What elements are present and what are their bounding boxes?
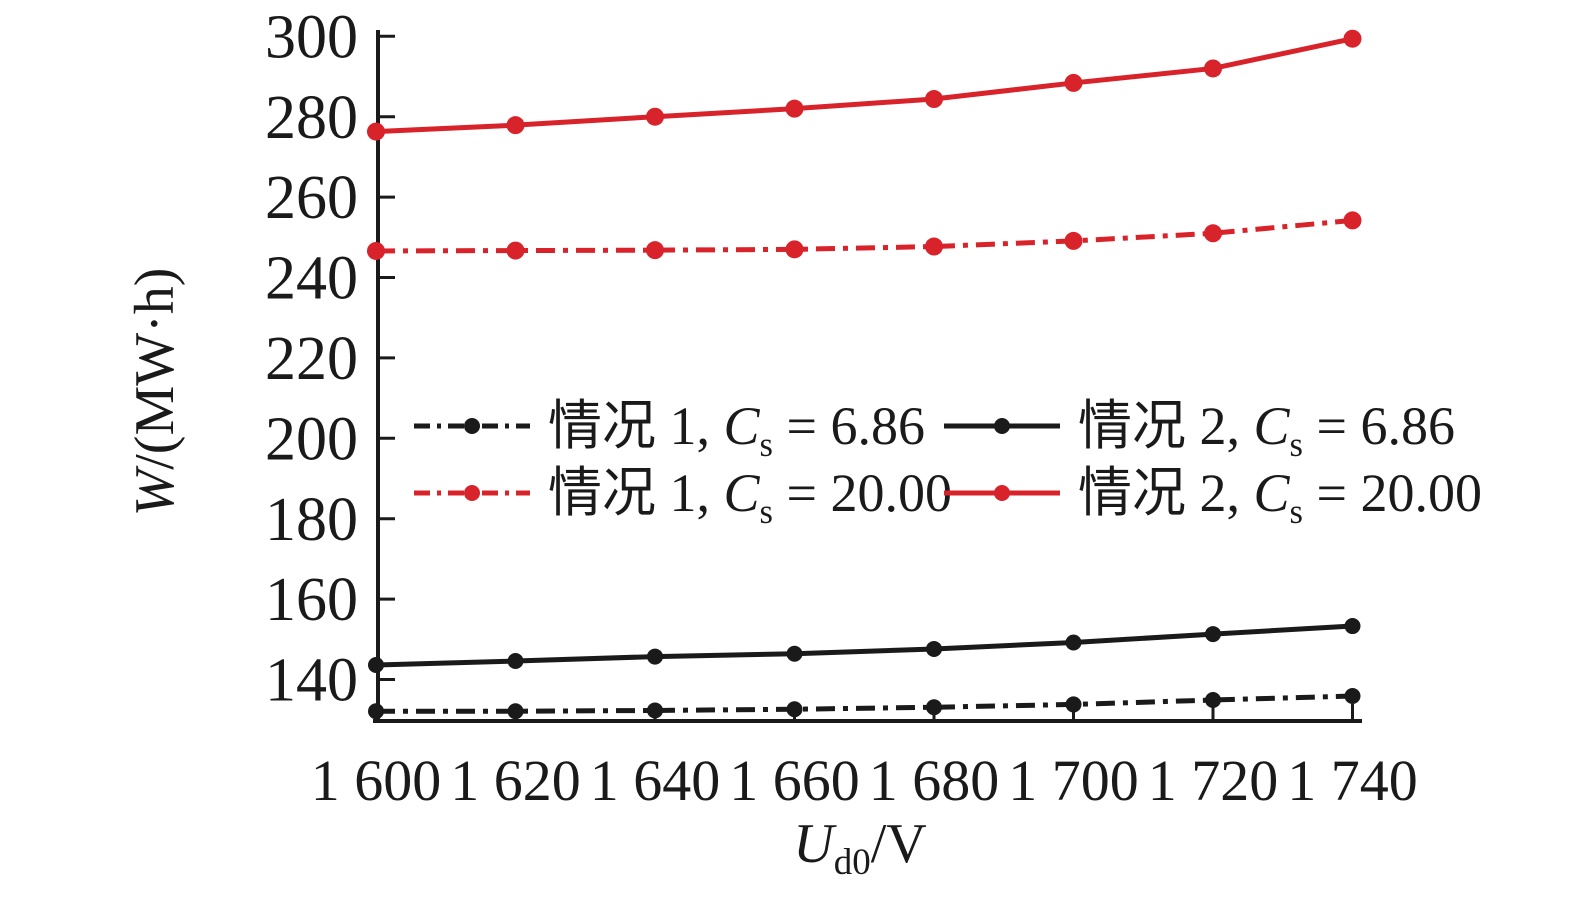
data-point-marker xyxy=(647,702,663,719)
data-point-marker xyxy=(1204,59,1222,78)
data-point-marker xyxy=(1343,211,1362,230)
data-point-marker xyxy=(647,648,663,665)
legend-c-subscript: s xyxy=(759,425,773,464)
legend-c-symbol: C xyxy=(1253,396,1290,456)
legend-line-sample-solid-red xyxy=(944,485,1060,501)
data-point-marker xyxy=(1344,687,1361,704)
data-point-marker xyxy=(786,701,803,718)
legend-line-sample-solid-black xyxy=(944,418,1060,434)
data-point-marker xyxy=(507,653,524,670)
legend-text: 情况 1, xyxy=(548,463,724,523)
legend-c-symbol: C xyxy=(723,396,760,456)
legend-sample-marker xyxy=(994,485,1010,501)
x-tick-label: 1 620 xyxy=(450,748,581,813)
y-tick-label: 180 xyxy=(265,486,358,554)
data-point-marker xyxy=(506,241,525,260)
legend-sample-marker xyxy=(464,485,480,501)
x-axis-units: /V xyxy=(870,813,927,875)
legend-sample-marker xyxy=(464,418,480,434)
x-tick-label: 1 720 xyxy=(1148,748,1279,813)
data-point-marker xyxy=(367,122,385,141)
legend-item-case2-cs-20.00: 情况 2, Cs = 20.00 xyxy=(942,463,1482,529)
legend-value: = 6.86 xyxy=(772,396,925,456)
series-line-red-solid xyxy=(375,36,1354,135)
legend-text: 情况 1, xyxy=(548,396,724,456)
axis-lines xyxy=(373,30,1362,723)
data-point-marker xyxy=(1344,618,1361,635)
y-tick-label: 200 xyxy=(265,405,358,473)
legend-c-symbol: C xyxy=(1253,463,1290,523)
y-tick-label: 300 xyxy=(265,3,358,71)
y-axis-title: W/(MW·h) xyxy=(123,268,187,517)
legend-text: 情况 2, xyxy=(1078,463,1254,523)
legend-item-case1-cs-6.86: 情况 1, Cs = 6.86 xyxy=(412,396,925,462)
data-point-marker xyxy=(1065,634,1082,651)
y-tick-label: 160 xyxy=(265,566,358,634)
data-point-marker xyxy=(1065,696,1082,713)
data-point-marker xyxy=(926,640,942,657)
legend-label: 情况 1, Cs = 20.00 xyxy=(548,463,952,529)
x-tick-label: 1 700 xyxy=(1008,748,1139,813)
data-point-marker xyxy=(1343,29,1362,48)
data-point-marker xyxy=(1064,231,1083,250)
x-tick-label: 1 600 xyxy=(311,748,442,813)
legend-c-subscript: s xyxy=(1289,492,1303,531)
legend-line-sample-dashdot-black xyxy=(414,418,530,434)
legend-line-sample-dashdot-red xyxy=(414,485,530,501)
legend-sample-marker xyxy=(994,418,1010,434)
data-point-marker xyxy=(368,657,384,674)
legend-c-subscript: s xyxy=(759,492,773,531)
y-axis-units: /(MW·h) xyxy=(124,267,186,470)
y-tick-label: 220 xyxy=(265,325,358,393)
legend-value: = 20.00 xyxy=(1302,463,1482,523)
legend-label: 情况 2, Cs = 6.86 xyxy=(1078,396,1455,462)
x-tick-label: 1 740 xyxy=(1287,748,1418,813)
series-line-black-dashdot xyxy=(376,693,1353,714)
data-point-marker xyxy=(1205,692,1221,709)
data-point-marker xyxy=(1204,224,1222,243)
data-point-marker xyxy=(1205,626,1221,643)
data-point-marker xyxy=(646,241,664,260)
x-tick-label: 1 680 xyxy=(869,748,1000,813)
y-axis-variable: W xyxy=(124,469,186,517)
data-point-marker xyxy=(507,703,524,720)
legend-label: 情况 1, Cs = 6.86 xyxy=(548,396,925,462)
data-point-marker xyxy=(367,241,385,260)
y-tick-label: 140 xyxy=(265,647,358,715)
x-tick-label: 1 640 xyxy=(590,748,721,813)
legend-label: 情况 2, Cs = 20.00 xyxy=(1078,463,1482,529)
y-tick-label: 280 xyxy=(265,84,358,152)
data-point-marker xyxy=(786,645,803,662)
data-point-marker xyxy=(925,237,943,256)
series-line-red-dashdot xyxy=(375,217,1353,254)
data-point-marker xyxy=(368,703,384,720)
data-point-marker xyxy=(1064,73,1083,92)
legend-item-case2-cs-6.86: 情况 2, Cs = 6.86 xyxy=(942,396,1455,462)
x-axis-variable: U xyxy=(793,813,834,875)
legend-value: = 6.86 xyxy=(1302,396,1455,456)
x-axis-title: Ud0/V xyxy=(610,812,1110,880)
data-point-marker xyxy=(925,90,943,109)
legend-text: 情况 2, xyxy=(1078,396,1254,456)
legend-c-symbol: C xyxy=(723,463,760,523)
legend-value: = 20.00 xyxy=(772,463,952,523)
x-tick-label: 1 660 xyxy=(729,748,860,813)
data-point-marker xyxy=(785,99,804,118)
series-line-black-solid xyxy=(375,623,1353,668)
data-point-marker xyxy=(506,116,525,135)
y-tick-label: 260 xyxy=(265,164,358,232)
data-point-marker xyxy=(785,240,804,259)
legend-c-subscript: s xyxy=(1289,425,1303,464)
data-point-marker xyxy=(646,107,664,126)
y-tick-label: 240 xyxy=(265,245,358,313)
legend-item-case1-cs-20.00: 情况 1, Cs = 20.00 xyxy=(412,463,952,529)
x-axis-subscript: d0 xyxy=(833,841,871,883)
data-point-marker xyxy=(926,699,942,716)
